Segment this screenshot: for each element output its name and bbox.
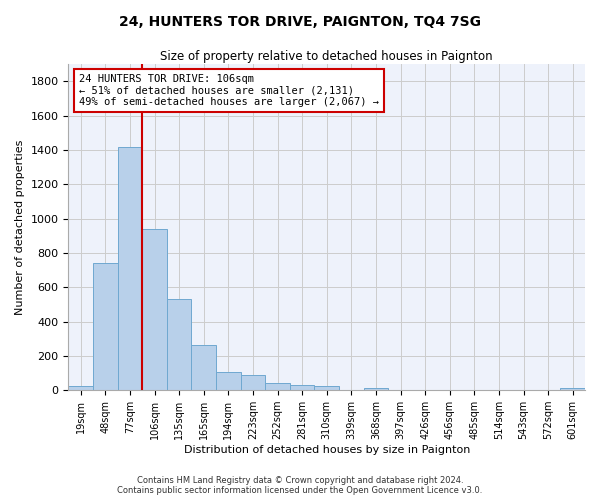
Bar bbox=[167, 300, 191, 390]
Bar bbox=[364, 388, 388, 390]
Text: 24 HUNTERS TOR DRIVE: 106sqm
← 51% of detached houses are smaller (2,131)
49% of: 24 HUNTERS TOR DRIVE: 106sqm ← 51% of de… bbox=[79, 74, 379, 107]
Bar bbox=[93, 263, 118, 390]
Text: 24, HUNTERS TOR DRIVE, PAIGNTON, TQ4 7SG: 24, HUNTERS TOR DRIVE, PAIGNTON, TQ4 7SG bbox=[119, 15, 481, 29]
Bar bbox=[216, 372, 241, 390]
Bar bbox=[68, 386, 93, 390]
Bar bbox=[290, 386, 314, 390]
Bar bbox=[314, 386, 339, 390]
Text: Contains HM Land Registry data © Crown copyright and database right 2024.
Contai: Contains HM Land Registry data © Crown c… bbox=[118, 476, 482, 495]
X-axis label: Distribution of detached houses by size in Paignton: Distribution of detached houses by size … bbox=[184, 445, 470, 455]
Y-axis label: Number of detached properties: Number of detached properties bbox=[15, 140, 25, 315]
Bar bbox=[142, 229, 167, 390]
Bar bbox=[191, 344, 216, 390]
Bar bbox=[265, 384, 290, 390]
Bar bbox=[560, 388, 585, 390]
Bar bbox=[118, 146, 142, 390]
Title: Size of property relative to detached houses in Paignton: Size of property relative to detached ho… bbox=[160, 50, 493, 63]
Bar bbox=[241, 375, 265, 390]
